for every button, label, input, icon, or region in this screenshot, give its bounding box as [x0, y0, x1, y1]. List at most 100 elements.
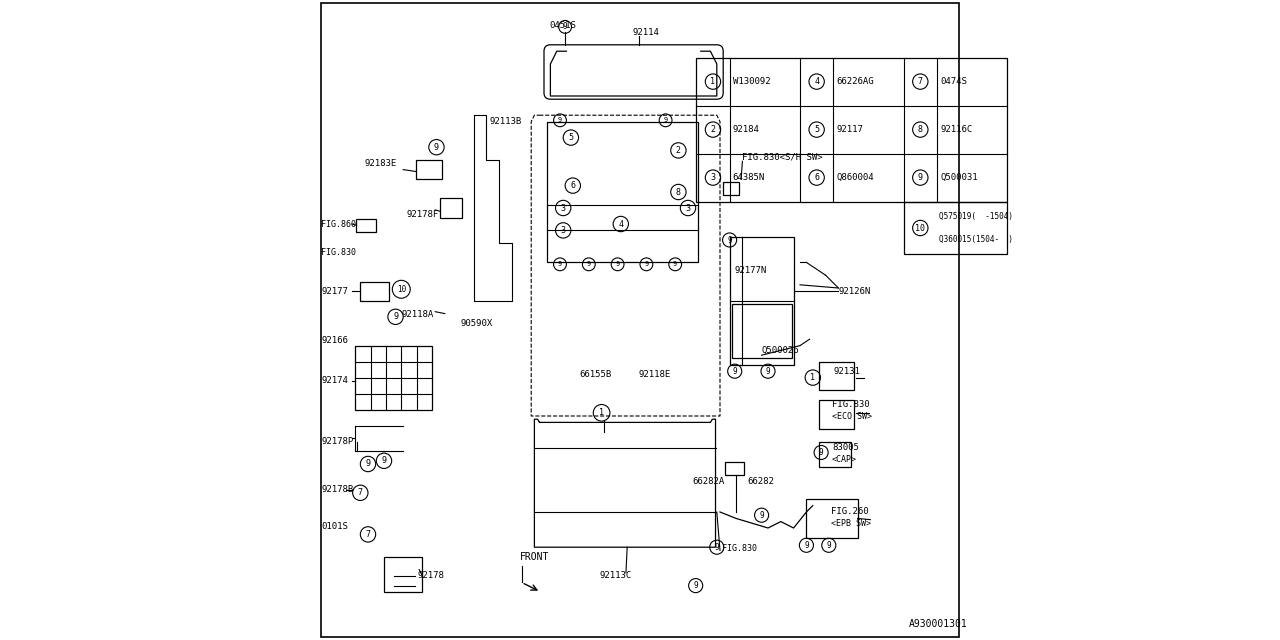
Text: 1: 1 — [710, 77, 716, 86]
Text: 9: 9 — [558, 261, 562, 268]
Text: 9: 9 — [759, 511, 764, 520]
Text: 9: 9 — [765, 367, 771, 376]
Text: 6: 6 — [571, 181, 575, 190]
Text: 66226AG: 66226AG — [837, 77, 874, 86]
Text: 7: 7 — [918, 77, 923, 86]
Text: 92174: 92174 — [321, 376, 348, 385]
Text: FRONT: FRONT — [520, 552, 549, 562]
Text: 66282A: 66282A — [692, 477, 724, 486]
Text: 6: 6 — [814, 173, 819, 182]
Text: W130092: W130092 — [732, 77, 771, 86]
Text: 92116C: 92116C — [940, 125, 973, 134]
Bar — [732, 304, 792, 358]
Bar — [730, 237, 794, 365]
Text: 92118E: 92118E — [639, 370, 671, 379]
Text: FIG.830: FIG.830 — [832, 400, 869, 409]
Text: 3: 3 — [686, 204, 690, 212]
Text: 92183E: 92183E — [365, 159, 397, 168]
Text: <EPB SW>: <EPB SW> — [831, 519, 870, 528]
Text: 9: 9 — [366, 460, 370, 468]
Bar — [548, 122, 698, 262]
Text: 8: 8 — [918, 125, 923, 134]
Text: 9: 9 — [727, 236, 732, 244]
Text: 9: 9 — [586, 261, 591, 268]
Bar — [696, 58, 1007, 202]
Text: 7: 7 — [358, 488, 362, 497]
Text: 9: 9 — [563, 22, 567, 31]
Text: 64385N: 64385N — [732, 173, 765, 182]
Text: 1: 1 — [810, 373, 815, 382]
Text: 8: 8 — [676, 188, 681, 196]
Bar — [819, 442, 851, 467]
Text: FIG.260: FIG.260 — [831, 508, 868, 516]
Text: 9: 9 — [694, 581, 698, 590]
Text: 92114: 92114 — [632, 28, 659, 36]
Text: A930001301: A930001301 — [909, 619, 968, 629]
Text: 5: 5 — [568, 133, 573, 142]
Text: 9: 9 — [663, 117, 668, 124]
Bar — [361, 282, 389, 301]
Text: 92177N: 92177N — [735, 266, 767, 275]
Text: 92126N: 92126N — [838, 287, 870, 296]
Text: 92178F: 92178F — [407, 210, 439, 219]
Text: 3: 3 — [561, 204, 566, 212]
Text: 9: 9 — [434, 143, 439, 152]
Text: Q360015(1504-  ): Q360015(1504- ) — [940, 235, 1012, 244]
Text: 9: 9 — [819, 448, 823, 457]
Text: 2: 2 — [710, 125, 716, 134]
Text: FIG.830: FIG.830 — [722, 544, 756, 553]
Text: 92177: 92177 — [321, 287, 348, 296]
Text: FIG.830<S/H SW>: FIG.830<S/H SW> — [742, 152, 823, 161]
Text: 0101S: 0101S — [321, 522, 348, 531]
Text: Q575019(  -1504): Q575019( -1504) — [940, 212, 1012, 221]
Text: 9: 9 — [644, 261, 649, 268]
Bar — [904, 202, 1007, 254]
Text: 9: 9 — [804, 541, 809, 550]
Text: 10: 10 — [915, 223, 925, 232]
Text: 0474S: 0474S — [940, 77, 966, 86]
Text: <ECO SW>: <ECO SW> — [832, 412, 872, 420]
Text: 4: 4 — [618, 220, 623, 228]
Text: Q500031: Q500031 — [940, 173, 978, 182]
Bar — [723, 182, 740, 195]
Text: 9: 9 — [673, 261, 677, 268]
Text: 92113B: 92113B — [490, 117, 522, 126]
Text: FIG.860: FIG.860 — [321, 220, 356, 228]
Text: 92178B: 92178B — [321, 485, 353, 494]
Text: 4: 4 — [814, 77, 819, 86]
Text: 3: 3 — [561, 226, 566, 235]
Bar — [440, 198, 462, 218]
Text: 83005: 83005 — [832, 444, 859, 452]
Text: 10: 10 — [397, 285, 406, 294]
Bar — [819, 362, 855, 390]
Bar — [724, 462, 745, 475]
Text: 9: 9 — [732, 367, 737, 376]
Text: 92178: 92178 — [417, 572, 444, 580]
Text: 92131: 92131 — [833, 367, 860, 376]
Text: 9: 9 — [381, 456, 387, 465]
Text: 9: 9 — [616, 261, 620, 268]
Bar — [416, 160, 442, 179]
Text: 9: 9 — [918, 173, 923, 182]
Text: Q500026: Q500026 — [762, 346, 799, 355]
Text: 66155B: 66155B — [580, 370, 612, 379]
Text: 66282: 66282 — [748, 477, 774, 486]
Bar — [806, 499, 858, 538]
Text: 92178P: 92178P — [321, 437, 353, 446]
Text: <CAP>: <CAP> — [832, 455, 858, 464]
Bar — [384, 557, 422, 592]
Text: 92184: 92184 — [732, 125, 759, 134]
Text: Q860004: Q860004 — [837, 173, 874, 182]
Text: 3: 3 — [710, 173, 716, 182]
Text: 92113C: 92113C — [600, 572, 632, 580]
Text: 1: 1 — [599, 408, 604, 417]
Text: 5: 5 — [814, 125, 819, 134]
Bar — [356, 346, 433, 410]
Text: 9: 9 — [714, 543, 719, 552]
Text: 92118A: 92118A — [402, 310, 434, 319]
Text: 7: 7 — [366, 530, 370, 539]
Text: 9: 9 — [393, 312, 398, 321]
Text: FIG.830: FIG.830 — [321, 248, 356, 257]
Text: 2: 2 — [676, 146, 681, 155]
Text: 92166: 92166 — [321, 336, 348, 345]
